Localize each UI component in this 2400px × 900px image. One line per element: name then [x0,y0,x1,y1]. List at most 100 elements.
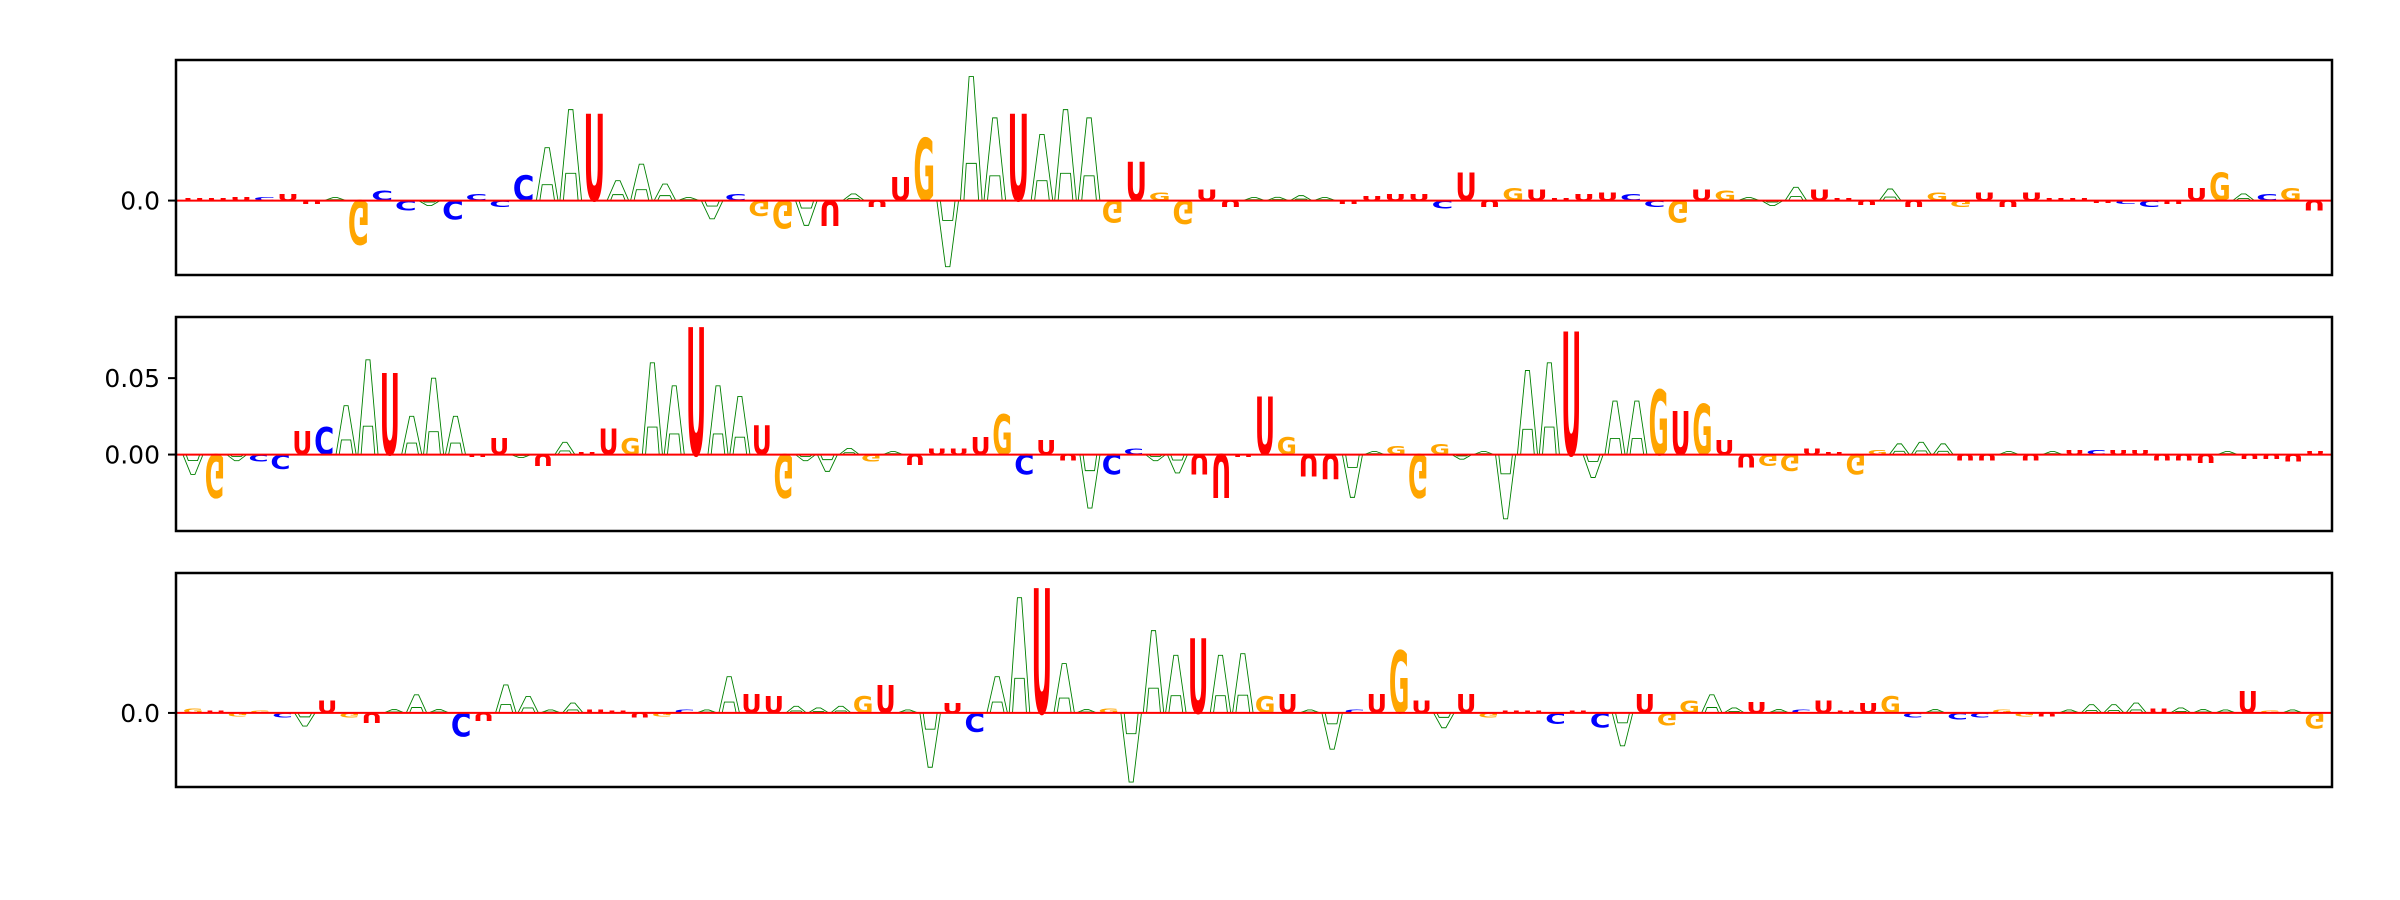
letter-g-glyph: G [1679,698,1700,718]
logo-panel-1: U U U C U U G CC C CC C U C G G U U U G U G U G G U U U U U U C U U G U U U U… [120,58,2334,277]
logo-letter-C: C [1432,198,1454,211]
letter-u-glyph: U [489,435,509,460]
letter-u-glyph: U [2238,685,2259,720]
logo-letter-U: U [2261,453,2281,460]
logo-letter-C: C [1620,193,1642,203]
logo-letter-G: G [1679,698,1700,718]
letter-u-glyph: U [1299,447,1319,482]
letter-u-glyph: U [577,451,597,455]
letter-u-glyph: U [686,294,706,497]
letter-u-glyph: U [1456,690,1477,719]
logo-letter-U: U [1955,453,1975,462]
logo-letter-G: G [620,435,640,460]
letter-u-glyph: U [2021,191,2043,204]
letter-g-glyph: G [1389,633,1410,733]
letter-c-glyph: C [725,193,747,203]
letter-u-glyph: U [2152,453,2172,462]
logo-letter-U: U [890,172,912,209]
logo-letter-U: U [2108,449,2128,456]
letter-u-glyph: U [1220,199,1242,209]
logo-letter-U: U [1299,447,1319,482]
logo-letter-U: U [949,447,969,456]
logo-letter-U: U [752,418,772,464]
logo-letter-G: G [1277,433,1297,461]
logo-letter-C: C [451,705,472,742]
logo-letter-G: G [183,707,204,715]
logo-letter-U: U [866,199,888,209]
logo-letter-U: U [1974,191,1996,204]
letter-u-glyph: U [1691,187,1713,204]
letter-u-glyph: U [1903,199,1925,209]
logo-letter-G: G [1950,199,1972,209]
letter-g-glyph: G [913,123,935,222]
letter-c-glyph: C [2256,193,2278,203]
letter-u-glyph: U [1714,437,1734,460]
logo-letter-U: U [1526,187,1548,204]
logo-letter-G: G [1502,184,1524,205]
letter-u-glyph: U [585,709,606,714]
logo-letter-G: G [913,123,935,222]
letter-g-glyph: G [1649,372,1669,477]
y-tick-label: 0.00 [104,441,160,470]
logo-letter-G: G [1389,633,1410,733]
letter-g-glyph: G [1099,707,1120,715]
logo-letter-U: U [2037,712,2058,717]
letter-g-glyph: G [339,711,360,719]
logo-letter-U: U [1736,450,1756,471]
letter-u-glyph: U [317,698,338,718]
letter-u-glyph: U [1188,617,1209,737]
logo-letter-U: U [1813,698,1834,718]
letter-g-glyph: G [250,709,271,713]
logo-letter-U: U [1361,195,1383,203]
logo-letter-G: G [1102,193,1124,228]
logo-letter-C: C [249,452,269,464]
letter-u-glyph: U [380,353,400,482]
letter-u-glyph: U [1321,446,1341,485]
letter-u-glyph: U [2174,453,2194,462]
logo-letter-G: G [652,712,673,717]
logo-letter-U: U [2068,197,2090,202]
letter-c-glyph: C [1590,708,1611,730]
letter-u-glyph: U [533,450,553,468]
logo-letter-G: G [1649,372,1669,477]
letter-u-glyph: U [2037,712,2058,717]
letter-g-glyph: G [348,185,370,255]
letter-g-glyph: G [861,452,881,464]
logo-letter-U: U [1903,199,1925,209]
logo-letter-C: C [1903,711,1924,719]
letter-u-glyph: U [1058,453,1078,462]
logo-letter-U: U [207,197,229,202]
letter-u-glyph: U [752,418,772,464]
letter-g-glyph: G [2014,712,2035,717]
letter-u-glyph: U [1501,709,1522,713]
logo-letter-U: U [607,709,628,713]
letter-c-glyph: C [674,709,695,714]
letter-c-glyph: C [1903,711,1924,719]
letter-u-glyph: U [1036,437,1056,460]
logo-plot-area: G UGG C U G U C U U U U GC U U G U U C U G U G U C U G U U G U U C U C U GG… [176,573,2332,782]
logo-letter-G: G [1880,691,1901,718]
letter-g-glyph: G [1714,189,1736,204]
logo-letter-U: U [183,197,205,202]
logo-letter-U: U [1997,199,2019,209]
letter-c-glyph: C [1791,709,1812,714]
letter-u-glyph: U [183,197,205,202]
letter-u-glyph: U [2186,184,2208,205]
logo-letter-G: G [774,440,794,510]
logo-letter-G: G [348,185,370,255]
logo-letter-G: G [2305,708,2326,733]
letter-u-glyph: U [1568,709,1589,713]
letter-u-glyph: U [2091,200,2113,205]
y-tick-label: 0.0 [120,699,160,728]
logo-letter-U: U [686,294,706,497]
logo-letter-U: U [205,709,226,713]
logo-letter-G: G [772,191,794,236]
logo-letter-U: U [630,711,651,719]
letter-u-glyph: U [1255,381,1275,474]
letter-u-glyph: U [1671,399,1691,469]
logo-letter-U: U [1746,700,1767,717]
letter-c-glyph: C [1970,711,1991,719]
letter-u-glyph: U [1196,187,1218,204]
logo-letter-U: U [1408,193,1430,203]
logo-letter-C: C [1590,708,1611,730]
